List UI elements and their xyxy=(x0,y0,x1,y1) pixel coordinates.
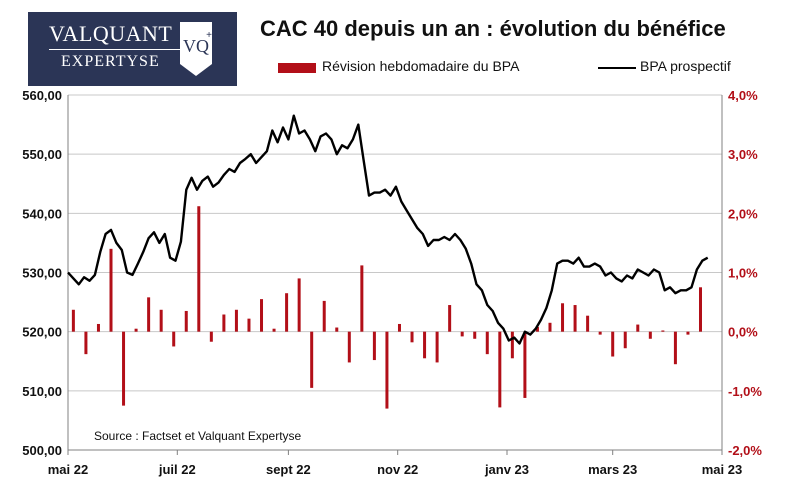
y-right-tick-label: 2,0% xyxy=(728,206,758,221)
y-right-tick-label: 4,0% xyxy=(728,88,758,103)
revision-bar xyxy=(71,309,75,332)
revision-bar xyxy=(234,309,238,332)
revision-bar xyxy=(485,331,489,355)
revision-bar xyxy=(598,331,602,335)
x-tick-label: juil 22 xyxy=(158,462,196,477)
y-left-tick-label: 550,00 xyxy=(22,147,62,162)
revision-bar xyxy=(661,330,665,332)
y-right-tick-label: 0,0% xyxy=(728,325,758,340)
revision-bar xyxy=(222,314,226,332)
y-left-tick-label: 520,00 xyxy=(22,325,62,340)
y-left-tick-label: 510,00 xyxy=(22,384,62,399)
y-left-tick-label: 500,00 xyxy=(22,443,62,458)
y-right-tick-label: -2,0% xyxy=(728,443,762,458)
revision-bar xyxy=(96,323,100,332)
revision-bar xyxy=(611,331,615,357)
revision-bar xyxy=(423,331,427,359)
y-right-tick-label: -1,0% xyxy=(728,384,762,399)
y-right-tick-label: 1,0% xyxy=(728,266,758,281)
revision-bar xyxy=(184,310,188,332)
revision-bar xyxy=(435,331,439,363)
revision-bar xyxy=(636,324,640,332)
revision-bar xyxy=(272,328,276,332)
bpa-line xyxy=(67,114,709,345)
revision-bar xyxy=(147,297,151,332)
revision-bar xyxy=(686,331,690,335)
y-right-tick-label: 3,0% xyxy=(728,147,758,162)
revision-bar xyxy=(322,300,326,332)
revision-bar xyxy=(510,331,514,359)
revision-bar xyxy=(623,331,627,349)
revision-bar xyxy=(134,328,138,332)
revision-bar xyxy=(285,293,289,332)
revision-bar xyxy=(548,322,552,332)
revision-bar xyxy=(297,278,301,332)
revision-bar xyxy=(172,331,176,347)
revision-bar xyxy=(197,206,201,332)
revision-bar xyxy=(523,331,527,398)
revision-bar xyxy=(410,331,414,343)
chart-title: CAC 40 depuis un an : évolution du bénéf… xyxy=(260,16,726,41)
revision-bar xyxy=(360,265,364,332)
revision-bar xyxy=(109,248,113,332)
revision-bar xyxy=(385,331,389,409)
revision-bar xyxy=(335,327,339,332)
revision-bar xyxy=(498,331,502,408)
revision-bar xyxy=(448,305,452,332)
revision-bar xyxy=(159,309,163,332)
logo-divider xyxy=(49,49,189,50)
revision-bar xyxy=(698,287,702,332)
revision-bar xyxy=(573,305,577,332)
brand-logo: VALQUANT EXPERTYSE VQ + xyxy=(28,12,237,86)
y-left-tick-label: 540,00 xyxy=(22,206,62,221)
revision-bar xyxy=(561,303,565,332)
revision-bar xyxy=(347,331,351,363)
revision-bar xyxy=(260,299,264,332)
y-left-tick-label: 560,00 xyxy=(22,88,62,103)
legend-swatch-revision xyxy=(278,63,316,73)
revision-bar xyxy=(473,331,477,339)
revision-bar xyxy=(122,331,126,406)
revision-bar xyxy=(535,326,539,332)
revision-bar xyxy=(397,323,401,332)
y-left-tick-label: 530,00 xyxy=(22,266,62,281)
revision-bar xyxy=(310,331,314,388)
x-tick-label: janv 23 xyxy=(484,462,529,477)
legend-label-revision: Révision hebdomadaire du BPA xyxy=(322,58,520,74)
revision-bar xyxy=(648,331,652,339)
revision-bar xyxy=(372,331,376,361)
chart-source-note: Source : Factset et Valquant Expertyse xyxy=(94,429,302,443)
legend-swatch-bpa xyxy=(598,67,636,69)
revision-bar xyxy=(84,331,88,355)
legend-label-bpa: BPA prospectif xyxy=(640,58,731,74)
logo-wordmark: VALQUANT xyxy=(49,21,173,46)
x-tick-label: mai 23 xyxy=(702,462,742,477)
x-tick-label: mars 23 xyxy=(588,462,637,477)
revision-bar xyxy=(586,315,590,332)
revision-bar xyxy=(209,331,213,342)
x-tick-label: mai 22 xyxy=(48,462,88,477)
x-tick-label: nov 22 xyxy=(377,462,418,477)
x-tick-label: sept 22 xyxy=(266,462,311,477)
revision-bar xyxy=(673,331,677,365)
svg-text:+: + xyxy=(206,30,212,41)
revision-bar xyxy=(247,318,251,332)
revision-bar xyxy=(460,331,464,337)
logo-mark-icon: VQ + xyxy=(180,22,212,76)
svg-text:VQ: VQ xyxy=(183,36,209,56)
logo-subtitle: EXPERTYSE xyxy=(61,53,160,70)
